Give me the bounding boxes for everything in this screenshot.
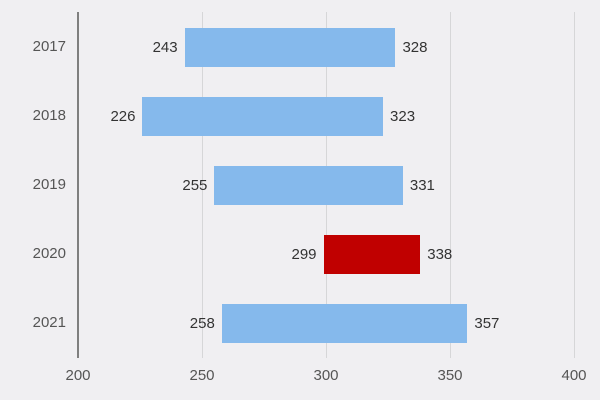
start-value-label: 299	[291, 246, 317, 263]
x-tick-label: 300	[313, 367, 339, 384]
y-tick-label: 2019	[32, 176, 66, 193]
x-tick-label: 200	[65, 367, 91, 384]
y-tick-label: 2017	[32, 38, 66, 55]
gridline	[450, 12, 451, 358]
range-bar-2019	[214, 166, 403, 205]
end-value-label: 338	[427, 246, 453, 263]
start-value-label: 258	[189, 315, 215, 332]
start-value-label: 226	[110, 108, 136, 125]
end-value-label: 323	[390, 108, 416, 125]
range-bar-2021	[221, 304, 468, 343]
end-value-label: 357	[474, 315, 500, 332]
end-value-label: 331	[409, 177, 435, 194]
x-tick-label: 350	[437, 367, 463, 384]
gridline	[202, 12, 203, 358]
y-axis-line	[77, 12, 79, 358]
x-tick-label: 400	[561, 367, 587, 384]
range-bar-2017	[184, 28, 396, 67]
start-value-label: 243	[152, 39, 178, 56]
start-value-label: 255	[182, 177, 208, 194]
range-bar-2020	[323, 235, 421, 274]
gridline	[574, 12, 575, 358]
y-tick-label: 2020	[32, 245, 66, 262]
y-tick-label: 2021	[32, 314, 66, 331]
end-value-label: 328	[402, 39, 428, 56]
x-tick-label: 250	[189, 367, 215, 384]
range-bar-2018	[142, 97, 384, 136]
y-tick-label: 2018	[32, 107, 66, 124]
